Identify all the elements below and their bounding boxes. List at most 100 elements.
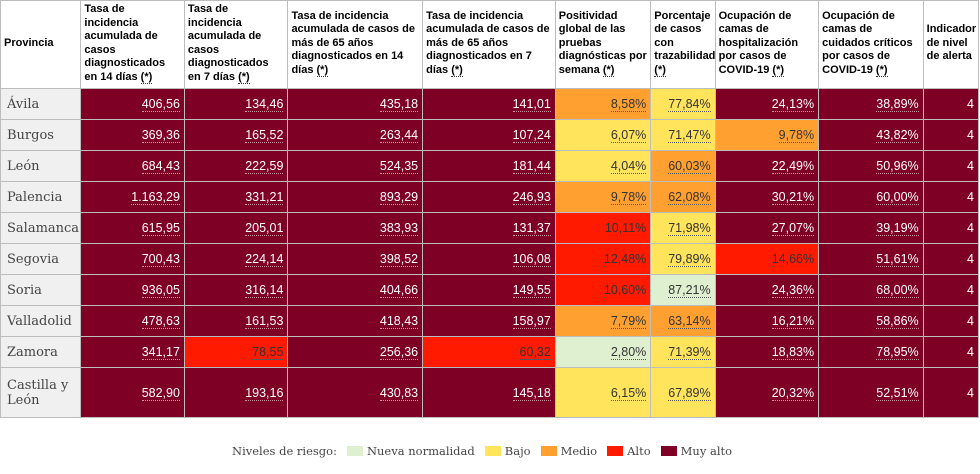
- value-text: 4: [967, 97, 974, 111]
- value-cell: 67,89%: [650, 367, 716, 418]
- table-row: Palencia 1.163,29 331,21 893,29 246,93 9,78% 6…: [0, 181, 980, 213]
- value-cell: 684,43: [80, 150, 185, 182]
- value-cell: 149,55: [422, 274, 556, 306]
- value-text: 4: [967, 190, 974, 204]
- value-cell: 79,89%: [650, 243, 716, 275]
- value-text: 134,46: [245, 97, 284, 112]
- value-text: 161,53: [245, 314, 284, 329]
- header-positividad: Positividad global de las pruebas diagnó…: [554, 0, 652, 89]
- value-text: 16,21%: [771, 314, 815, 329]
- value-text: 68,00%: [876, 283, 919, 298]
- footnote-link[interactable]: (*): [316, 63, 329, 77]
- value-cell: 60,03%: [650, 150, 716, 182]
- legend-swatch: [540, 446, 557, 456]
- value-text: 4: [967, 385, 974, 400]
- value-cell: 158,97: [422, 305, 556, 337]
- header-uci: Ocupación de camas de cuidados críticos …: [818, 0, 924, 89]
- value-cell: 2,80%: [554, 336, 652, 368]
- value-text: 50,96%: [876, 159, 919, 174]
- footnote-link[interactable]: (*): [875, 63, 888, 77]
- legend-label: Bajo: [504, 444, 531, 458]
- value-cell: 418,43: [287, 305, 424, 337]
- value-text: 316,14: [245, 283, 284, 298]
- value-text: 398,52: [379, 252, 419, 267]
- table-row: Castilla y León 582,90 193,16 430,83 145,18 6…: [0, 367, 980, 418]
- value-cell: 62,08%: [650, 181, 716, 213]
- province-cell: Ávila: [0, 88, 82, 120]
- value-text: 582,90: [141, 385, 180, 401]
- value-text: 700,43: [141, 252, 180, 267]
- legend-title: Niveles de riesgo:: [232, 444, 337, 458]
- value-text: 22,49%: [771, 159, 815, 174]
- value-text: 60,00%: [876, 190, 919, 205]
- legend-swatch: [607, 446, 624, 456]
- table-row: Salamanca 615,95 205,01 383,93 131,37 10,11% 7…: [0, 212, 980, 244]
- value-cell: 615,95: [80, 212, 185, 244]
- table-row: Soria 936,05 316,14 404,66 149,55 10,60% 87,21…: [0, 274, 980, 306]
- value-text: 181,44: [512, 159, 551, 174]
- value-cell: 58,86%: [818, 305, 924, 337]
- value-cell: 30,21%: [714, 181, 820, 213]
- value-text: 435,18: [379, 97, 419, 112]
- value-cell: 4: [922, 336, 980, 368]
- value-text: 12,48%: [603, 252, 647, 267]
- value-cell: 39,19%: [818, 212, 924, 244]
- value-cell: 4: [922, 243, 980, 275]
- value-text: 24,36%: [771, 283, 815, 298]
- value-text: 4: [967, 345, 974, 359]
- value-cell: 4: [922, 88, 980, 120]
- legend-label: Muy alto: [680, 444, 733, 458]
- header-provincia: Provincia: [0, 0, 82, 89]
- value-cell: 50,96%: [818, 150, 924, 182]
- value-cell: 161,53: [183, 305, 289, 337]
- province-cell: León: [0, 150, 82, 182]
- value-text: 60,03%: [668, 159, 711, 174]
- value-cell: 87,21%: [650, 274, 716, 306]
- table-row: Burgos 369,36 165,52 263,44 107,24 6,07% 71,47…: [0, 119, 980, 151]
- value-text: 4,04%: [610, 159, 647, 174]
- value-text: 404,66: [379, 283, 419, 298]
- value-cell: 893,29: [287, 181, 424, 213]
- value-cell: 406,56: [80, 88, 185, 120]
- value-text: 39,19%: [876, 221, 919, 236]
- footnote-link[interactable]: (*): [602, 63, 615, 77]
- value-text: 58,86%: [876, 314, 919, 329]
- value-text: 4: [967, 283, 974, 297]
- value-cell: 181,44: [422, 150, 556, 182]
- footnote-link[interactable]: (*): [238, 70, 250, 84]
- value-cell: 12,48%: [554, 243, 652, 275]
- value-text: 684,43: [141, 159, 180, 174]
- value-text: 478,63: [141, 314, 180, 329]
- value-text: 67,89%: [668, 385, 711, 401]
- value-cell: 20,32%: [714, 367, 820, 418]
- value-text: 20,32%: [771, 385, 815, 401]
- value-cell: 582,90: [80, 367, 185, 418]
- value-text: 418,43: [379, 314, 419, 329]
- value-text: 71,98%: [668, 221, 711, 236]
- value-cell: 435,18: [287, 88, 424, 120]
- value-cell: 4: [922, 119, 980, 151]
- value-cell: 71,47%: [650, 119, 716, 151]
- footnote-link[interactable]: (*): [140, 70, 153, 84]
- value-text: 222,59: [245, 159, 284, 174]
- legend-label: Medio: [560, 444, 598, 458]
- value-text: 38,89%: [876, 97, 919, 112]
- value-cell: 936,05: [80, 274, 185, 306]
- footnote-link[interactable]: (*): [654, 63, 666, 77]
- footnote-link[interactable]: (*): [772, 63, 785, 77]
- header-hospitalizacion: Ocupación de camas de hospitalización po…: [714, 0, 820, 89]
- value-cell: 263,44: [287, 119, 424, 151]
- value-cell: 404,66: [287, 274, 424, 306]
- value-cell: 4: [922, 305, 980, 337]
- value-text: 4: [967, 128, 974, 142]
- footnote-link[interactable]: (*): [451, 63, 463, 77]
- value-text: 2,80%: [610, 345, 647, 360]
- value-cell: 524,35: [287, 150, 424, 182]
- value-text: 27,07%: [771, 221, 815, 236]
- value-cell: 134,46: [183, 88, 289, 120]
- value-text: 430,83: [379, 385, 419, 401]
- value-text: 193,16: [245, 385, 284, 401]
- indicators-table: Provincia Tasa de incidencia acumulada d…: [0, 0, 980, 418]
- value-cell: 9,78%: [554, 181, 652, 213]
- value-cell: 27,07%: [714, 212, 820, 244]
